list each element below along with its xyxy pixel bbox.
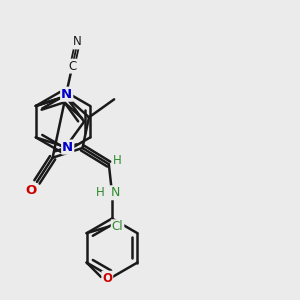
Text: N: N: [61, 88, 72, 101]
Text: O: O: [102, 272, 112, 285]
Text: H: H: [96, 186, 105, 199]
Text: N: N: [73, 35, 82, 49]
Text: N: N: [110, 186, 120, 199]
Text: N: N: [62, 141, 73, 154]
Text: Cl: Cl: [112, 220, 123, 233]
Text: C: C: [68, 60, 76, 73]
Text: H: H: [113, 154, 122, 166]
Text: O: O: [26, 184, 37, 197]
